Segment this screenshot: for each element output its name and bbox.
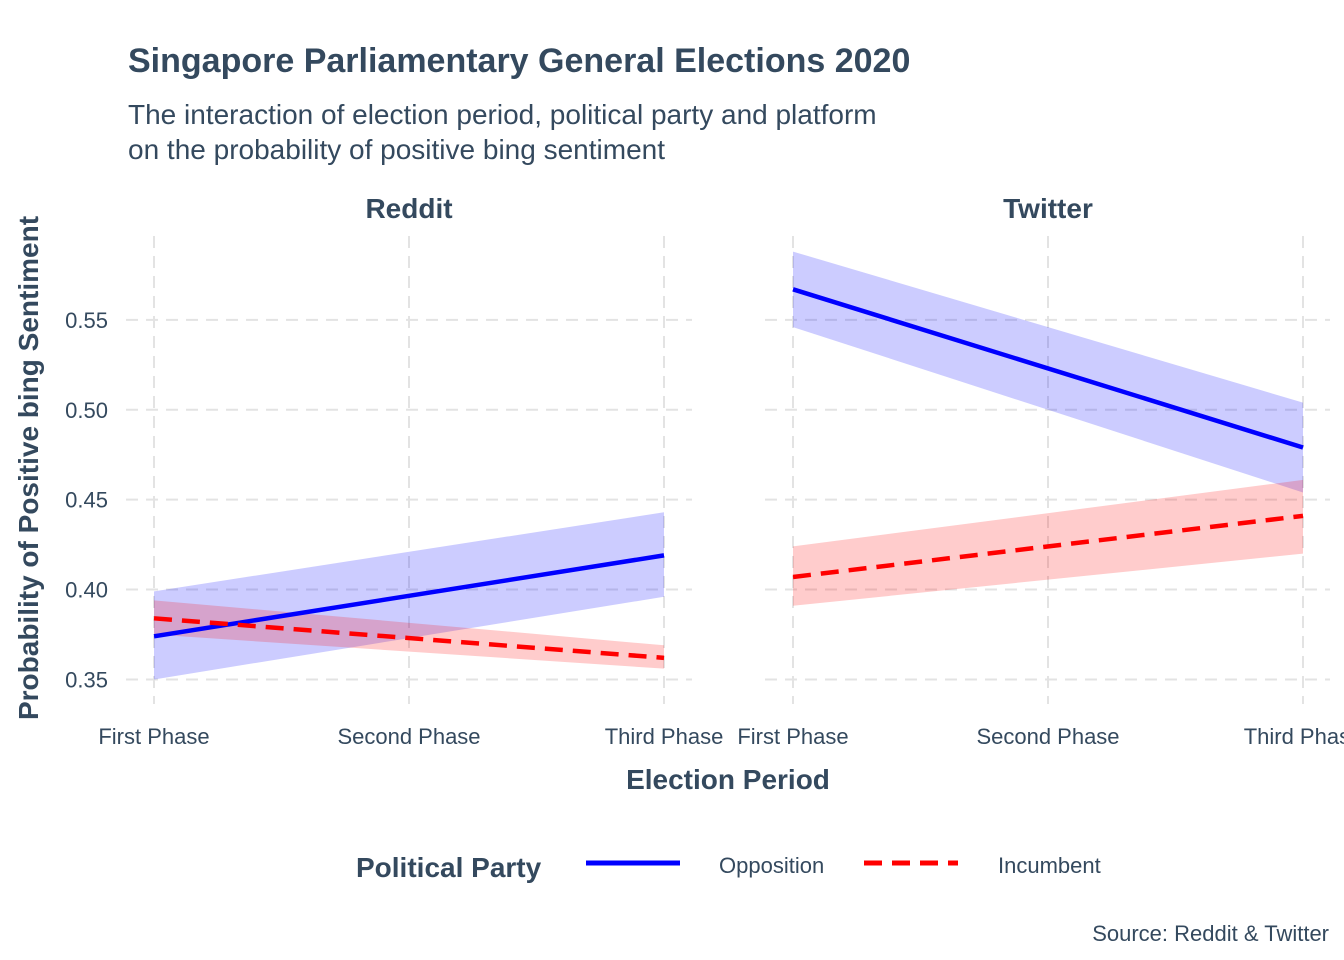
y-axis-ticks: 0.35 0.40 0.45 0.50 0.55 (65, 308, 108, 693)
ribbon-incumbent-twitter (793, 479, 1303, 606)
x-tick-label: Second Phase (976, 724, 1119, 749)
chart-title: Singapore Parliamentary General Election… (128, 42, 910, 80)
y-tick-label: 0.35 (65, 667, 108, 692)
line-opposition-twitter (792, 287, 1304, 450)
x-axis-title: Election Period (626, 764, 830, 795)
plot-panels (126, 236, 1330, 704)
y-tick-label: 0.45 (65, 488, 108, 513)
x-tick-label: First Phase (98, 724, 209, 749)
line-incumbent-twitter (792, 513, 1304, 580)
chart-caption: Source: Reddit & Twitter (1092, 921, 1329, 946)
legend-label-opposition: Opposition (719, 853, 824, 878)
legend-label-incumbent: Incumbent (998, 853, 1101, 878)
x-tick-label: First Phase (737, 724, 848, 749)
chart-subtitle-line-2: on the probability of positive bing sent… (128, 134, 665, 165)
panel-twitter (765, 236, 1330, 704)
y-axis-title: Probability of Positive bing Sentiment (13, 216, 44, 720)
line-incumbent-reddit (153, 616, 665, 661)
chart-subtitle-line-1: The interaction of election period, poli… (128, 99, 877, 130)
legend-title: Political Party (356, 852, 542, 883)
panel-reddit (126, 236, 692, 704)
x-tick-label: Second Phase (337, 724, 480, 749)
legend: Political Party Opposition Incumbent (356, 852, 1101, 883)
ribbon-opposition-twitter (793, 251, 1303, 493)
panel-label-twitter: Twitter (1003, 193, 1093, 224)
x-tick-label: Third Phase (605, 724, 724, 749)
y-tick-label: 0.50 (65, 398, 108, 423)
x-axis-ticks: First Phase Second Phase Third Phase First … (98, 724, 1344, 749)
panel-label-reddit: Reddit (365, 193, 452, 224)
y-tick-label: 0.55 (65, 308, 108, 333)
y-tick-label: 0.40 (65, 578, 108, 603)
x-tick-label: Third Phase (1244, 724, 1344, 749)
